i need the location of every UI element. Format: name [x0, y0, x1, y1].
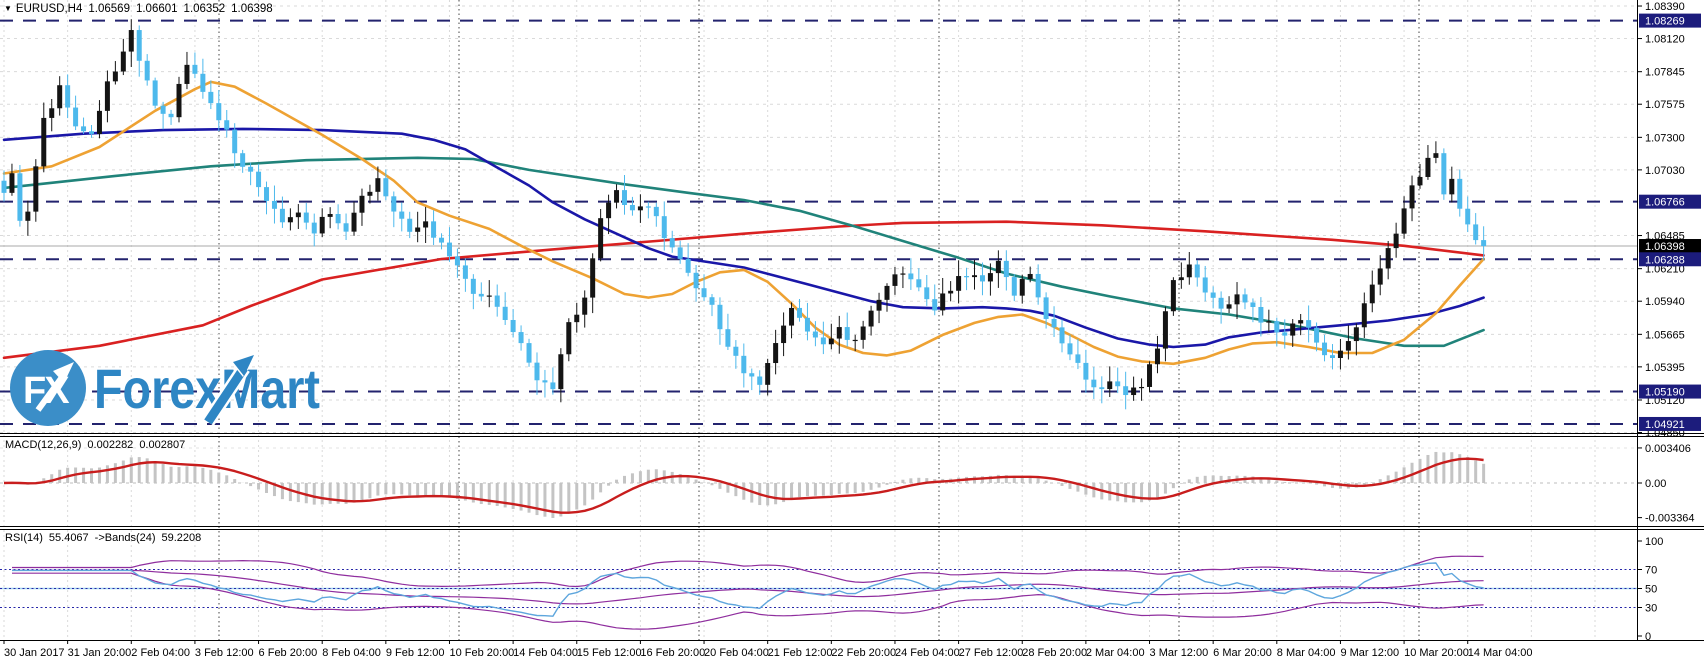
price-label-box: [1639, 239, 1701, 254]
svg-text:9 Feb 12:00: 9 Feb 12:00: [386, 647, 445, 659]
svg-text:30: 30: [1645, 603, 1657, 615]
ohlc-low: 1.06352: [183, 3, 226, 15]
ohlc-open: 1.06569: [88, 3, 130, 15]
rsi-value: 55.4067: [48, 532, 89, 544]
svg-text:24 Feb 04:00: 24 Feb 04:00: [895, 647, 960, 659]
svg-text:1.06398: 1.06398: [1645, 241, 1685, 253]
svg-text:6 Mar 20:00: 6 Mar 20:00: [1213, 647, 1272, 659]
svg-text:100: 100: [1645, 536, 1663, 548]
macd-panel: [3, 451, 1486, 518]
svg-text:70: 70: [1645, 565, 1657, 577]
macd-name: MACD(12,26,9): [5, 439, 82, 451]
rsi-indicator-label: RSI(14) 55.4067 ->Bands(24) 59.2208: [5, 532, 207, 544]
rsi-middle-band: [12, 569, 1484, 605]
svg-text:8 Feb 04:00: 8 Feb 04:00: [322, 647, 381, 659]
svg-text:1.05190: 1.05190: [1645, 387, 1685, 399]
svg-text:30 Jan 2017: 30 Jan 2017: [4, 647, 65, 659]
time-axis: 30 Jan 2017 31 Jan 20:00 2 Feb 04:00 3 Feb …: [3, 640, 1533, 659]
svg-text:1.08269: 1.08269: [1645, 16, 1685, 28]
svg-text:1.08390: 1.08390: [1645, 1, 1685, 13]
svg-text:3 Mar 12:00: 3 Mar 12:00: [1150, 647, 1209, 659]
macd-signal-line: [3, 457, 1484, 514]
price-label-box: [1639, 384, 1701, 399]
rsi-bands-value: 59.2208: [161, 532, 202, 544]
svg-text:1.06288: 1.06288: [1645, 254, 1685, 266]
price-label-box: [1639, 416, 1701, 431]
panel-borders: [0, 0, 1704, 641]
ohlc-high: 1.06601: [135, 3, 178, 15]
ma-navy: [2, 127, 1485, 349]
svg-text:1.07300: 1.07300: [1645, 132, 1685, 144]
svg-text:3 Feb 12:00: 3 Feb 12:00: [195, 647, 254, 659]
svg-text:-0.003364: -0.003364: [1645, 513, 1695, 525]
svg-text:2 Feb 04:00: 2 Feb 04:00: [131, 647, 190, 659]
svg-text:1.05395: 1.05395: [1645, 362, 1685, 374]
chart-ohlc-header: ▼ EURUSD,H4 1.06569 1.06601 1.06352 1.06398: [4, 3, 279, 15]
svg-text:21 Feb 12:00: 21 Feb 12:00: [768, 647, 833, 659]
forexmart-logo-icon: FX ForexMart: [10, 350, 320, 426]
rsi-panel: [0, 555, 1637, 630]
rsi-line: [12, 562, 1484, 617]
price-axis: 1.08390 1.08120 1.07845 1.07575 1.07300 1.070…: [1637, 1, 1701, 643]
ohlc-close: 1.06398: [231, 3, 273, 15]
svg-text:1.06210: 1.06210: [1645, 264, 1685, 276]
svg-text:16 Feb 20:00: 16 Feb 20:00: [640, 647, 705, 659]
macd-indicator-label: MACD(12,26,9) 0.002282 0.002807: [5, 439, 191, 451]
svg-text:0.003406: 0.003406: [1645, 443, 1691, 455]
ma-red-slow: [2, 220, 1485, 360]
svg-text:20 Feb 04:00: 20 Feb 04:00: [704, 647, 769, 659]
svg-text:14 Feb 04:00: 14 Feb 04:00: [513, 647, 578, 659]
candles-layer: [1, 19, 1487, 410]
svg-text:1.08120: 1.08120: [1645, 34, 1685, 46]
rsi-name: RSI(14): [5, 532, 43, 544]
svg-text:9 Mar 12:00: 9 Mar 12:00: [1340, 647, 1399, 659]
macd-value-main: 0.002282: [87, 439, 134, 451]
svg-text:15 Feb 12:00: 15 Feb 12:00: [577, 647, 642, 659]
main-price-panel: [0, 19, 1637, 425]
svg-text:1.05665: 1.05665: [1645, 329, 1685, 341]
price-label-box: [1639, 13, 1701, 28]
logo-name-text: ForexMart: [94, 357, 320, 420]
price-label-box: [1639, 194, 1701, 209]
svg-text:0: 0: [1645, 631, 1651, 643]
rsi-upper-band: [12, 555, 1484, 588]
svg-text:31 Jan 20:00: 31 Jan 20:00: [68, 647, 132, 659]
rsi-lower-band: [12, 572, 1484, 630]
svg-text:8 Mar 04:00: 8 Mar 04:00: [1277, 647, 1336, 659]
svg-text:2 Mar 04:00: 2 Mar 04:00: [1086, 647, 1145, 659]
svg-text:10 Feb 20:00: 10 Feb 20:00: [449, 647, 514, 659]
svg-text:14 Mar 04:00: 14 Mar 04:00: [1468, 647, 1533, 659]
price-label-box: [1639, 252, 1701, 267]
chart-marker-icon[interactable]: ▼: [4, 4, 12, 13]
svg-text:1.07845: 1.07845: [1645, 67, 1685, 79]
svg-text:1.05940: 1.05940: [1645, 296, 1685, 308]
svg-text:27 Feb 12:00: 27 Feb 12:00: [959, 647, 1024, 659]
svg-text:1.06766: 1.06766: [1645, 197, 1685, 209]
svg-text:6 Feb 20:00: 6 Feb 20:00: [259, 647, 318, 659]
symbol-period-label: EURUSD,H4: [15, 3, 83, 15]
svg-text:50: 50: [1645, 584, 1657, 596]
svg-text:1.07575: 1.07575: [1645, 99, 1685, 111]
svg-text:1.07030: 1.07030: [1645, 165, 1685, 177]
svg-text:22 Feb 20:00: 22 Feb 20:00: [831, 647, 896, 659]
svg-text:1.04921: 1.04921: [1645, 419, 1685, 431]
svg-text:10 Mar 20:00: 10 Mar 20:00: [1404, 647, 1469, 659]
rsi-bands-name: ->Bands(24): [94, 532, 156, 544]
svg-text:0.00: 0.00: [1645, 478, 1666, 490]
macd-value-signal: 0.002807: [139, 439, 186, 451]
svg-text:28 Feb 20:00: 28 Feb 20:00: [1022, 647, 1087, 659]
